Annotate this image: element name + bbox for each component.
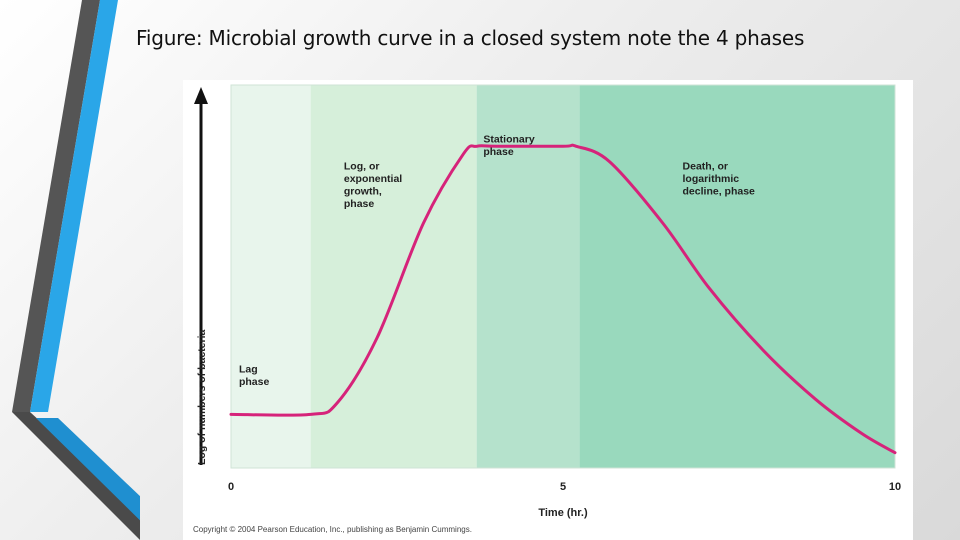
slide-title: Figure: Microbial growth curve in a clos… — [136, 26, 805, 50]
slide-decoration — [12, 0, 140, 540]
y-axis-arrowhead — [194, 87, 208, 104]
phase-label-lag: Lag phase — [239, 363, 270, 388]
deco-gray-bar — [12, 0, 100, 412]
deco-gray-lower — [12, 412, 140, 540]
growth-curve-line — [229, 143, 897, 455]
copyright-note: Copyright © 2004 Pearson Education, Inc.… — [193, 525, 472, 534]
phase-label-death: Death, or logarithmic decline, phase — [683, 160, 756, 197]
phase-zone-log — [310, 85, 477, 468]
phase-zones — [231, 85, 895, 468]
deco-blue-lower — [36, 418, 140, 521]
phase-zone-stationary — [476, 85, 580, 468]
phase-zone-death — [579, 85, 895, 468]
chart-svg: Lag phase Log, or exponential growth, phase St… — [193, 84, 901, 534]
x-tick-label: 0 — [228, 481, 234, 493]
phase-zone-lag — [231, 85, 311, 468]
x-tick-labels: 0 5 10 — [228, 481, 901, 493]
phase-labels: Lag phase Log, or exponential growth, phase St… — [239, 133, 755, 387]
growth-curve-chart: Lag phase Log, or exponential growth, phase St… — [183, 80, 913, 540]
x-tick-label: 5 — [560, 481, 566, 493]
phase-label-stationary: Stationary phase — [483, 133, 535, 158]
x-axis-label: Time (hr.) — [538, 507, 588, 519]
plot-frame — [230, 84, 896, 469]
y-axis-label: Log of numbers of bacteria — [196, 329, 208, 465]
deco-blue-bar — [30, 0, 118, 412]
phase-label-log: Log, or exponential growth, phase — [344, 160, 402, 210]
x-tick-label: 10 — [889, 481, 901, 493]
